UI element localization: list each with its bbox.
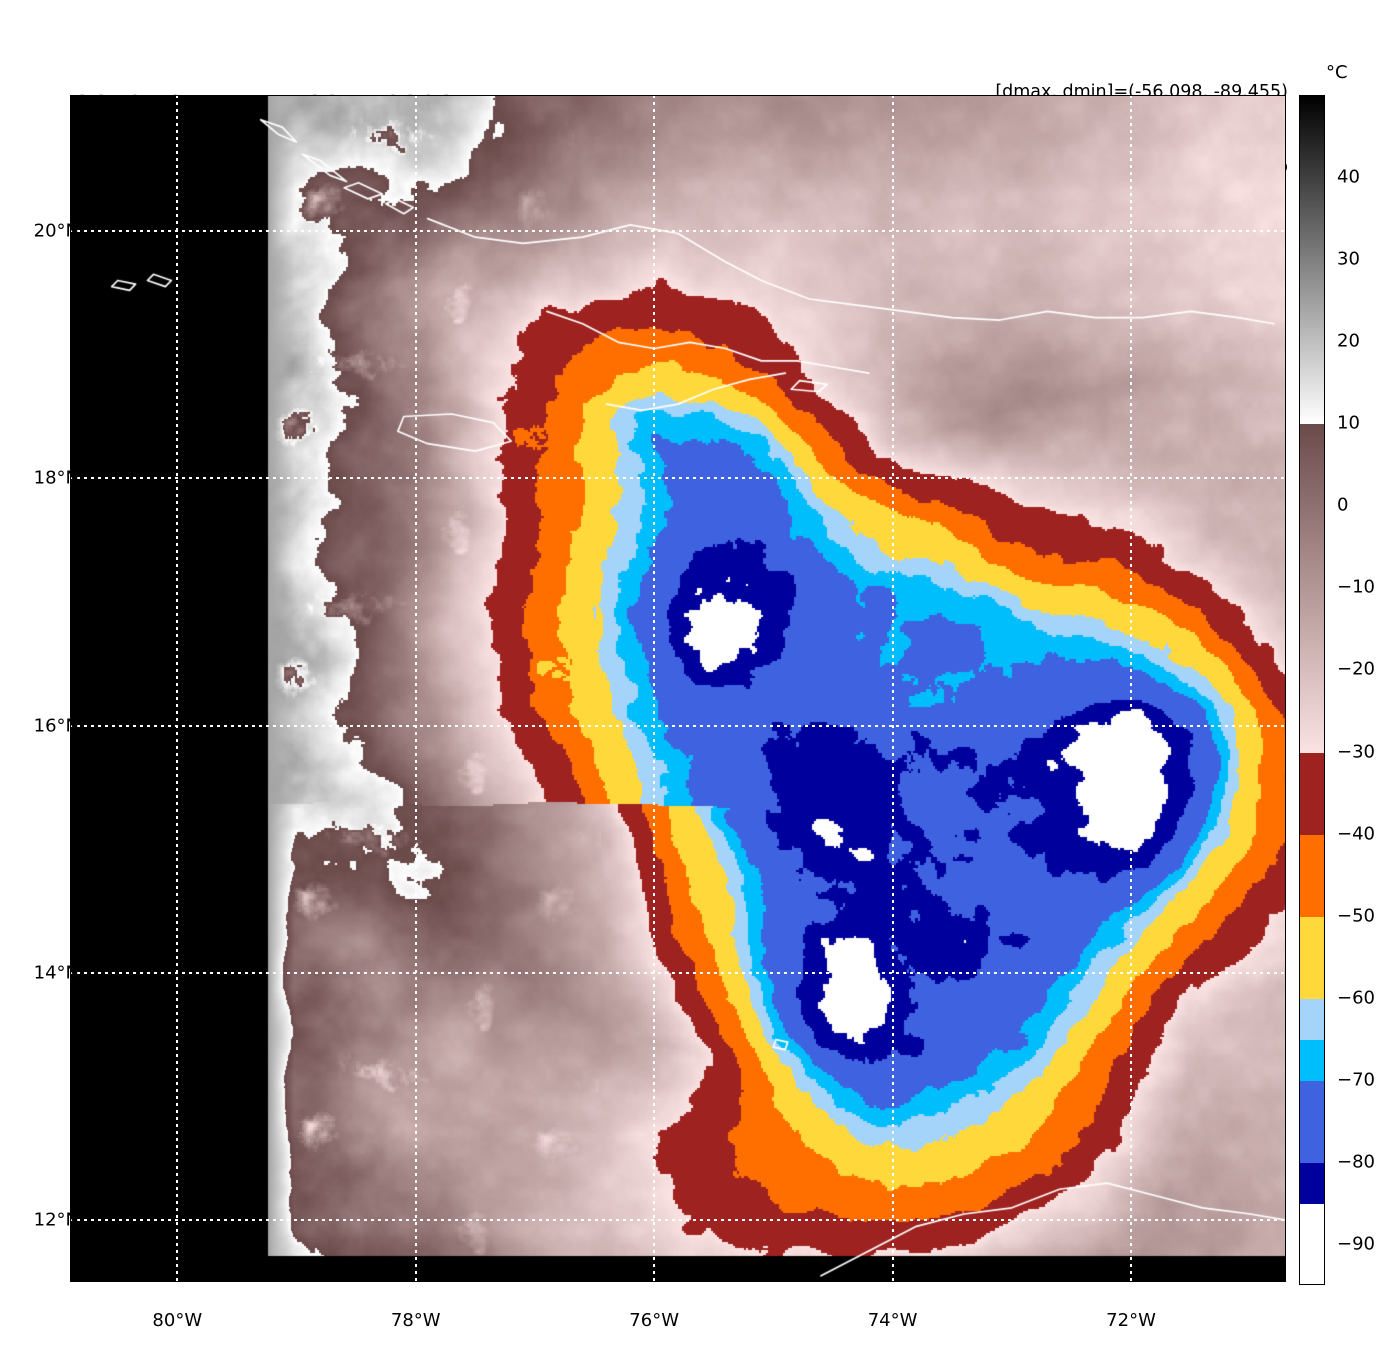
lat-tick-0: 20°N [33, 220, 79, 242]
cbar-segment-4 [1300, 1039, 1324, 1081]
colorbar-tick-12: −80 [1337, 1151, 1375, 1173]
lon-tick-1: 78°W [390, 1310, 441, 1331]
copyright-text: Copyright © 2020-2025 Dapiya [80, 1283, 391, 1303]
colorbar-tick-13: −90 [1337, 1233, 1375, 1255]
lat-tick-1: 18°N [33, 467, 79, 489]
lat-tick-4: 12°N [33, 1209, 79, 1231]
colorbar-tick-10: −60 [1337, 987, 1375, 1009]
colorbar-tick-6: −20 [1337, 658, 1375, 680]
cbar-mauve-ramp [1300, 424, 1324, 753]
colorbar-tick-7: −30 [1337, 741, 1375, 763]
lat-tick-2: 16°N [33, 715, 79, 737]
ir-cloud-field [70, 95, 1286, 1282]
cbar-segment-5 [1300, 1080, 1324, 1163]
cbar-segment-2 [1300, 916, 1324, 999]
lon-tick-2: 76°W [629, 1310, 680, 1331]
colorbar-tick-0: 40 [1337, 166, 1360, 188]
colorbar-tick-11: −70 [1337, 1069, 1375, 1091]
colorbar-tick-9: −50 [1337, 905, 1375, 927]
lon-tick-3: 74°W [867, 1310, 918, 1331]
cbar-gray-ramp [1300, 96, 1324, 425]
colorbar-tick-4: 0 [1337, 494, 1349, 516]
lat-tick-3: 14°N [33, 962, 79, 984]
colorbar-tick-8: −40 [1337, 823, 1375, 845]
temperature-colorbar [1299, 95, 1325, 1285]
cbar-segment-0 [1300, 752, 1324, 835]
cbar-segment-1 [1300, 834, 1324, 917]
satellite-image-plot [70, 95, 1286, 1282]
lon-tick-4: 72°W [1106, 1310, 1156, 1331]
colorbar-unit-label: °C [1326, 62, 1348, 83]
colorbar-tick-5: −10 [1337, 576, 1375, 598]
lon-tick-0: 80°W [152, 1310, 203, 1331]
cbar-segment-7 [1300, 1203, 1324, 1284]
colorbar-tick-2: 20 [1337, 330, 1360, 352]
cbar-segment-3 [1300, 998, 1324, 1040]
colorbar-tick-1: 30 [1337, 248, 1360, 270]
colorbar-tick-3: 10 [1337, 412, 1360, 434]
cbar-segment-6 [1300, 1162, 1324, 1204]
